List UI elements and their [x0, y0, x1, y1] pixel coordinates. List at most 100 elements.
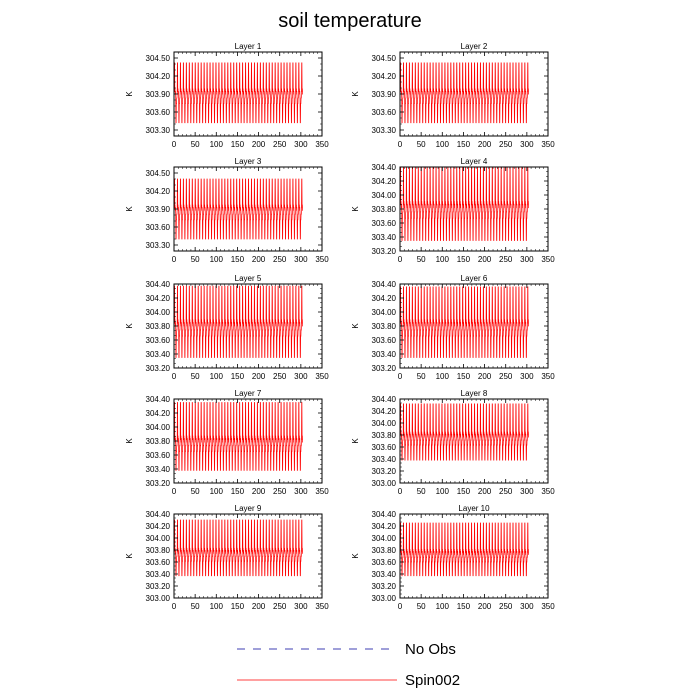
x-tick-label: 250	[273, 602, 287, 611]
y-tick-label: 304.20	[372, 522, 397, 531]
x-tick-label: 350	[541, 372, 555, 381]
y-axis-label: K	[125, 553, 134, 559]
series-line-spin002	[400, 62, 529, 124]
x-tick-label: 350	[315, 255, 329, 264]
y-tick-label: 303.60	[372, 108, 397, 117]
x-tick-label: 0	[172, 140, 177, 149]
x-tick-label: 350	[541, 602, 555, 611]
y-axis-label: K	[351, 323, 360, 329]
y-tick-label: 304.00	[372, 534, 397, 543]
y-tick-label: 304.50	[146, 169, 171, 178]
x-tick-label: 0	[398, 372, 403, 381]
y-tick-label: 304.40	[372, 510, 397, 519]
x-tick-label: 300	[294, 255, 308, 264]
x-tick-label: 150	[231, 255, 245, 264]
x-tick-label: 0	[172, 372, 177, 381]
x-tick-label: 350	[315, 372, 329, 381]
y-tick-label: 303.30	[146, 241, 171, 250]
x-tick-label: 50	[417, 140, 426, 149]
y-tick-label: 303.40	[146, 350, 171, 359]
x-tick-label: 150	[457, 487, 471, 496]
x-tick-label: 350	[541, 140, 555, 149]
y-tick-label: 303.90	[146, 90, 171, 99]
x-tick-label: 200	[478, 487, 492, 496]
y-tick-label: 304.00	[372, 308, 397, 317]
y-tick-label: 303.20	[372, 247, 397, 256]
y-tick-label: 303.90	[372, 90, 397, 99]
panel-title: Layer 2	[461, 42, 488, 51]
y-tick-label: 303.60	[372, 443, 397, 452]
x-tick-label: 350	[315, 140, 329, 149]
y-tick-label: 303.20	[372, 364, 397, 373]
panel-layer-2: Layer 2 K 0 50 100 150 200 250 300 350 303.30 303.6…	[351, 42, 555, 149]
y-tick-label: 303.80	[372, 322, 397, 331]
panel-layer-4: Layer 4 K 0 50 100 150 200 250 300 350 303.20 303.4…	[351, 157, 555, 264]
y-tick-label: 303.20	[372, 582, 397, 591]
x-tick-label: 250	[273, 255, 287, 264]
y-tick-label: 303.80	[372, 205, 397, 214]
x-tick-label: 150	[231, 487, 245, 496]
y-tick-label: 304.50	[372, 54, 397, 63]
y-tick-label: 304.20	[146, 409, 171, 418]
x-tick-label: 300	[520, 487, 534, 496]
x-tick-label: 100	[436, 255, 450, 264]
x-tick-label: 200	[478, 602, 492, 611]
x-tick-label: 350	[315, 602, 329, 611]
y-tick-label: 303.30	[372, 126, 397, 135]
x-tick-label: 300	[294, 372, 308, 381]
panel-layer-1: Layer 1 K 0 50 100 150 200 250 300 350 303.30 303.6…	[125, 42, 329, 149]
x-tick-label: 200	[478, 140, 492, 149]
y-tick-label: 303.20	[372, 467, 397, 476]
y-axis-label: K	[125, 206, 134, 212]
series-line-spin002	[174, 178, 303, 240]
y-tick-label: 303.80	[372, 431, 397, 440]
x-tick-label: 250	[499, 255, 513, 264]
x-tick-label: 150	[457, 255, 471, 264]
y-axis-label: K	[351, 91, 360, 97]
x-tick-label: 350	[315, 487, 329, 496]
y-tick-label: 303.40	[372, 455, 397, 464]
y-tick-label: 303.40	[146, 570, 171, 579]
x-tick-label: 150	[231, 372, 245, 381]
x-tick-label: 250	[273, 487, 287, 496]
y-tick-label: 303.60	[146, 451, 171, 460]
y-tick-label: 303.20	[146, 479, 171, 488]
x-tick-label: 50	[417, 487, 426, 496]
panel-layer-9: Layer 9 K 0 50 100 150 200 250 300 350 303.00 303.2…	[125, 504, 329, 611]
x-tick-label: 150	[457, 602, 471, 611]
x-tick-label: 50	[191, 487, 200, 496]
y-tick-label: 303.00	[146, 594, 171, 603]
y-axis-label: K	[351, 553, 360, 559]
y-tick-label: 303.80	[372, 546, 397, 555]
x-tick-label: 150	[231, 140, 245, 149]
y-tick-label: 304.40	[146, 395, 171, 404]
series-line-spin002	[400, 286, 529, 358]
y-tick-label: 303.20	[146, 582, 171, 591]
panel-title: Layer 1	[235, 42, 262, 51]
y-tick-label: 303.90	[146, 205, 171, 214]
x-tick-label: 250	[273, 372, 287, 381]
x-tick-label: 50	[417, 602, 426, 611]
y-tick-label: 304.20	[146, 187, 171, 196]
y-tick-label: 303.60	[372, 336, 397, 345]
y-axis-label: K	[125, 438, 134, 444]
y-tick-label: 304.20	[372, 407, 397, 416]
x-tick-label: 150	[231, 602, 245, 611]
y-tick-label: 303.60	[146, 108, 171, 117]
y-tick-label: 304.00	[146, 308, 171, 317]
y-tick-label: 303.40	[372, 570, 397, 579]
x-tick-label: 50	[191, 372, 200, 381]
plot-frame	[399, 398, 549, 484]
series-line-spin002	[400, 167, 529, 241]
y-tick-label: 304.20	[146, 294, 171, 303]
y-tick-label: 303.20	[146, 364, 171, 373]
plot-frame	[399, 513, 549, 599]
x-tick-label: 100	[210, 487, 224, 496]
x-tick-label: 100	[210, 372, 224, 381]
panel-layer-3: Layer 3 K 0 50 100 150 200 250 300 350 303.30 303.6…	[125, 157, 329, 264]
x-tick-label: 200	[252, 602, 266, 611]
panel-title: Layer 5	[235, 274, 262, 283]
panel-title: Layer 3	[235, 157, 262, 166]
y-tick-label: 303.30	[146, 126, 171, 135]
